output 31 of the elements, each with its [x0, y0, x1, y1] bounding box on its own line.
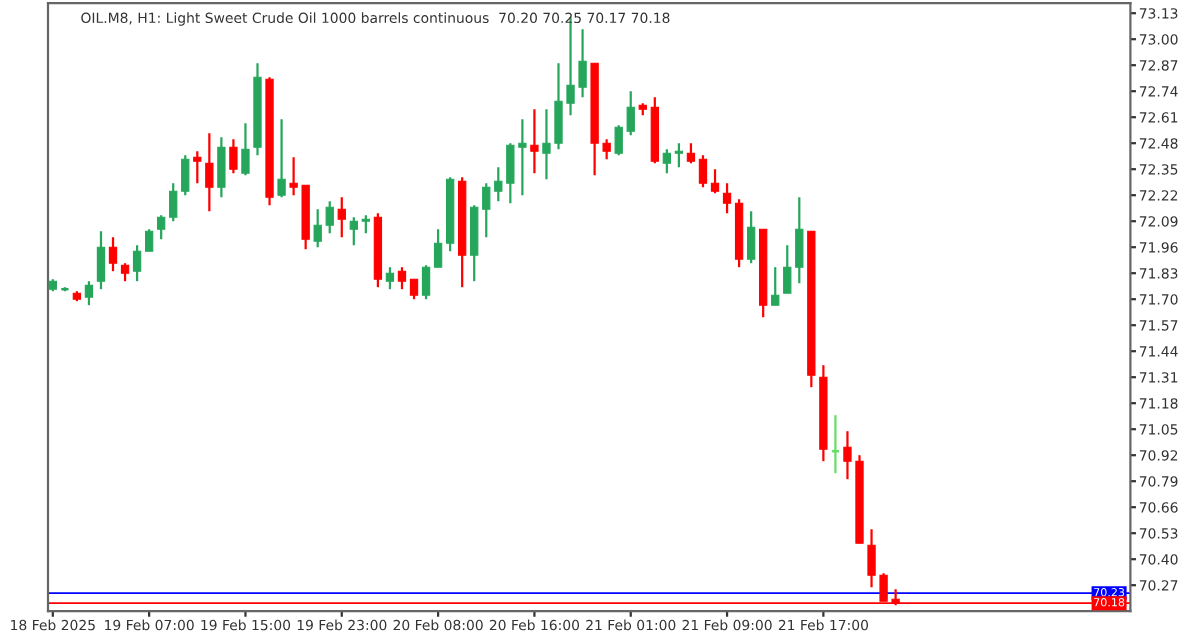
candlestick: [229, 138, 238, 175]
candlestick: [397, 266, 407, 291]
candlestick: [421, 264, 431, 301]
candlestick: [144, 228, 154, 253]
candlestick: [205, 132, 214, 213]
candlestick: [84, 280, 94, 307]
candlestick: [108, 236, 118, 273]
candlestick: [433, 228, 443, 269]
candlestick: [385, 266, 395, 291]
candlestick: [722, 182, 732, 215]
candlestick: [686, 142, 696, 165]
candlestick: [169, 182, 178, 223]
candlestick: [409, 278, 419, 301]
candlestick: [710, 168, 720, 195]
candlestick: [337, 196, 346, 239]
candlestick: [277, 118, 286, 199]
candlestick: [157, 214, 166, 241]
candlestick: [662, 148, 672, 175]
candlestick: [674, 142, 684, 169]
candlestick: [746, 210, 756, 265]
candlestick: [217, 136, 226, 199]
candlestick: [181, 154, 190, 197]
candlestick: [193, 150, 202, 185]
candlestick: [771, 266, 780, 307]
candlestick: [132, 244, 142, 283]
candlestick: [698, 154, 708, 189]
candlestick: [530, 108, 539, 175]
candlestick: [241, 122, 250, 177]
candlestick: [96, 230, 106, 291]
candlestick: [470, 204, 479, 283]
candlestick: [349, 216, 358, 247]
